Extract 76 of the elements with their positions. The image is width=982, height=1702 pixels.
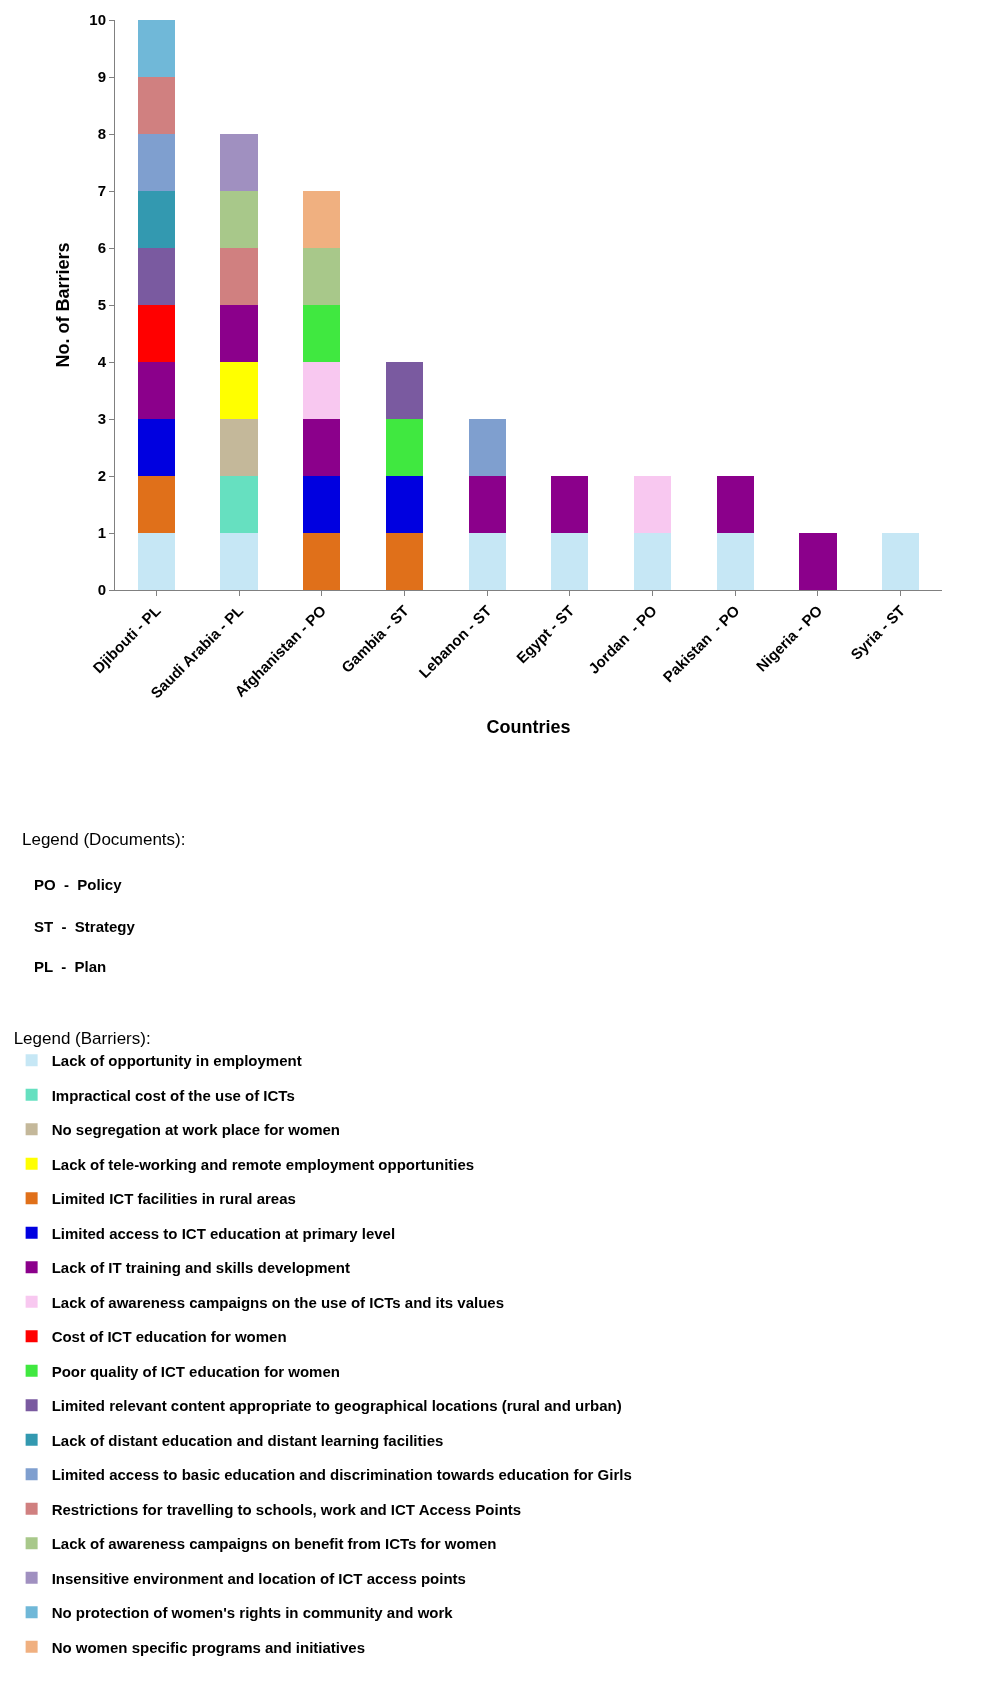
bar: [385, 533, 424, 590]
legend-label: Cost of ICT education for women: [51, 1328, 287, 1346]
y-tick-label: 1: [97, 524, 106, 542]
bar: [137, 77, 175, 134]
legend-label: Lack of distant education and distant learning facilities: [51, 1431, 444, 1449]
bar: [385, 419, 424, 476]
legend-label: No women specific programs and initiatives: [51, 1638, 366, 1656]
bar: [137, 20, 175, 77]
bar: [468, 419, 506, 476]
x-axis-title: Countries: [486, 717, 571, 738]
bar: [303, 248, 341, 305]
bar: [633, 533, 672, 590]
legend-label: Lack of tele-working and remote employment opportunities: [51, 1155, 475, 1173]
legend-label: Limited access to ICT education at primary level: [51, 1224, 396, 1242]
text: PO - Policy: [34, 876, 123, 893]
bar: [220, 533, 258, 590]
y-axis-title: No. of Barriers: [52, 242, 73, 368]
y-tick-label: 10: [89, 11, 106, 29]
bar: [468, 476, 506, 533]
y-tick-label: 2: [97, 467, 106, 485]
y-tick-label: 6: [97, 239, 106, 257]
legend-label: Lack of awareness campaigns on benefit from ICTs for women: [51, 1535, 497, 1553]
legend-label: Lack of opportunity in employment: [51, 1052, 302, 1070]
text: PL - Plan: [34, 958, 107, 975]
bar: [303, 533, 341, 590]
y-tick-label: 3: [97, 410, 106, 428]
legend-label: No protection of women's rights in community and work: [51, 1604, 454, 1622]
bar: [303, 191, 341, 248]
legend-label: Restrictions for travelling to schools, work and ICT Access Points: [51, 1500, 522, 1518]
y-tick-label: 8: [97, 125, 106, 143]
bar: [716, 476, 754, 533]
bar: [385, 362, 424, 419]
legend-label: Insensitive environment and location of ICT access points: [51, 1569, 466, 1587]
bar: [220, 305, 258, 362]
legend-label: Impractical cost of the use of ICTs: [51, 1086, 295, 1104]
bar: [468, 533, 506, 590]
bar: [633, 476, 672, 533]
legend-label: No segregation at work place for women: [51, 1121, 341, 1139]
bar: [882, 533, 920, 590]
text: ST - Strategy: [34, 918, 136, 935]
bar: [137, 533, 175, 590]
bar: [551, 476, 589, 533]
bar: [137, 362, 175, 419]
bar: [551, 533, 589, 590]
y-tick-label: 7: [97, 182, 106, 200]
y-tick-label: 4: [97, 353, 107, 371]
bar: [220, 419, 258, 476]
y-tick-label: 0: [97, 581, 106, 599]
legend-label: Limited relevant content appropriate to geographical locations (rural and urban): [51, 1397, 622, 1415]
y-tick-label: 9: [97, 68, 106, 86]
bar: [303, 362, 341, 419]
bar: [220, 362, 258, 419]
bar: [303, 419, 341, 476]
legend-label: Lack of awareness campaigns on the use of ICTs and its values: [51, 1293, 504, 1311]
bar: [220, 134, 258, 191]
bar: [220, 191, 258, 248]
bar: [799, 533, 837, 590]
y-tick-label: 5: [97, 296, 106, 314]
legend-label: Limited access to basic education and discrimination towards education for Girls: [51, 1466, 632, 1484]
legend-label: Poor quality of ICT education for women: [51, 1362, 340, 1380]
legend-title: Legend (Barriers):: [13, 1029, 151, 1049]
bar: [303, 476, 341, 533]
bar: [137, 476, 175, 533]
bar: [220, 248, 258, 305]
legend-label: Lack of IT training and skills development: [51, 1259, 351, 1277]
bar: [137, 248, 175, 305]
bar: [716, 533, 754, 590]
legend-label: Limited ICT facilities in rural areas: [51, 1190, 296, 1208]
bar: [303, 305, 341, 362]
bar: [385, 476, 424, 533]
bar: [137, 419, 175, 476]
text: Legend (Documents):: [22, 830, 186, 849]
bar: [220, 476, 258, 533]
bar: [137, 305, 175, 362]
bar: [137, 134, 175, 191]
bar: [137, 191, 175, 248]
